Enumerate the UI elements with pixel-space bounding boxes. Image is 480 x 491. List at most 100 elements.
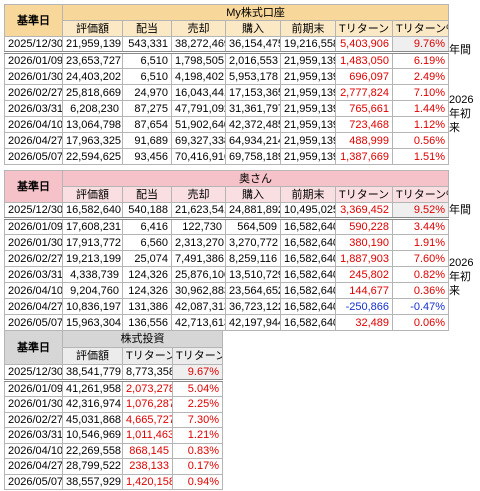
data-row: 2026/03/31 4,338,739 124,326 25,876,106 13,5… (4, 266, 450, 283)
value-cell: 13,510,729 (225, 266, 281, 283)
date-header: 基準日 (4, 4, 63, 37)
data-row: 2026/01/09 17,608,231 6,416 122,730 564,509 1… (4, 218, 450, 235)
value-cell: 1.91% (391, 234, 450, 251)
value-cell: 2,313,270 (171, 234, 226, 251)
value-cell: 8,259,116 (225, 250, 281, 267)
value-cell: 238,133 (122, 458, 173, 475)
value-cell: 124,326 (122, 266, 172, 283)
column-header: 売却 (171, 20, 226, 37)
value-cell: 16,582,640 (280, 314, 336, 331)
value-cell: 1,798,505 (171, 52, 226, 69)
data-row: 2026/04/10 9,204,760 124,326 30,962,883 23,5… (4, 282, 450, 299)
date-cell: 2026/01/30 (4, 234, 63, 251)
value-cell: 69,327,338 (171, 132, 226, 149)
annual-label: 年間 (449, 44, 471, 56)
value-cell: 7.10% (391, 84, 450, 101)
column-header: 前期末 (280, 20, 336, 37)
value-cell: 122,730 (171, 218, 226, 235)
value-cell: 23,653,727 (62, 52, 123, 69)
value-cell: 7,491,386 (171, 250, 226, 267)
value-cell: 45,031,868 (62, 411, 123, 428)
value-cell: 42,197,944 (225, 314, 281, 331)
value-cell: 24,881,892 (225, 202, 281, 220)
value-cell: 8,773,358 (122, 364, 173, 382)
value-cell: 1.44% (391, 100, 450, 117)
value-cell: 91,689 (122, 132, 172, 149)
value-cell: 6.19% (391, 52, 450, 69)
value-cell: 22,269,558 (62, 442, 123, 459)
value-cell: 6,510 (122, 68, 172, 85)
date-header: 基準日 (4, 330, 63, 365)
value-cell: 21,959,139 (280, 116, 336, 133)
date-cell: 2025/12/30 (4, 36, 63, 54)
value-cell: 51,902,640 (171, 116, 226, 133)
header-row: 基準日 奥さん (4, 170, 450, 203)
value-cell: 0.94% (172, 473, 223, 490)
value-cell: 36,154,475 (225, 36, 281, 54)
ytd-label: 年初来 (449, 271, 471, 297)
table-title: 株式投資 (62, 330, 223, 348)
date-cell: 2026/01/09 (4, 380, 63, 397)
value-cell: 5.04% (172, 380, 223, 397)
value-cell: 6,208,230 (62, 100, 123, 117)
data-row: 2026/05/07 15,963,304 136,556 42,713,613 42,… (4, 314, 450, 331)
value-cell: 4,198,402 (171, 68, 226, 85)
value-cell: 1,011,463 (122, 427, 173, 444)
date-cell: 2026/05/07 (4, 314, 63, 331)
value-cell: 0.36% (391, 282, 450, 299)
value-cell: 25,876,106 (171, 266, 226, 283)
value-cell: 0.17% (172, 458, 223, 475)
value-cell: 21,623,541 (171, 202, 226, 220)
value-cell: 10,546,969 (62, 427, 123, 444)
value-cell: 1,887,903 (335, 250, 393, 267)
table-title: My株式口座 (61, 4, 450, 21)
value-cell: 1,483,050 (335, 52, 393, 69)
value-cell: 10,836,197 (62, 298, 123, 315)
date-cell: 2026/02/27 (4, 84, 63, 101)
value-cell: 15,963,304 (62, 314, 123, 331)
value-cell: 6,416 (122, 218, 172, 235)
value-cell: 1,387,669 (335, 148, 393, 165)
value-cell: 16,582,640 (280, 234, 336, 251)
value-cell: -0.47% (391, 298, 450, 315)
value-cell: 1.12% (391, 116, 450, 133)
value-cell: 144,677 (335, 282, 393, 299)
value-cell: 38,272,469 (171, 36, 226, 54)
value-cell: 70,416,916 (171, 148, 226, 165)
data-row: 2025/12/30 16,582,640 540,188 21,623,541 24,… (4, 202, 450, 220)
data-row: 2026/04/10 13,064,798 87,654 51,902,640 42,3… (4, 116, 450, 133)
data-row: 2026/01/09 23,653,727 6,510 1,798,505 2,016,… (4, 52, 450, 69)
value-cell: 21,959,139 (280, 68, 336, 85)
value-cell: 564,509 (225, 218, 281, 235)
data-row: 2026/02/27 25,818,669 24,970 16,043,441 17,1… (4, 84, 450, 101)
date-cell: 2026/03/31 (4, 100, 63, 117)
value-cell: 6,560 (122, 234, 172, 251)
data-row: 2026/01/30 24,403,202 6,510 4,198,402 5,953,… (4, 68, 450, 85)
value-cell: 0.82% (391, 266, 450, 283)
date-cell: 2026/01/09 (4, 218, 63, 235)
value-cell: 16,582,640 (280, 250, 336, 267)
value-cell: 42,087,313 (171, 298, 226, 315)
value-cell: 1.51% (391, 148, 450, 165)
value-cell: 28,799,522 (62, 458, 123, 475)
column-header: 評価額 (62, 20, 123, 37)
value-cell: 6,510 (122, 52, 172, 69)
value-cell: 23,564,652 (225, 282, 281, 299)
date-cell: 2025/12/30 (4, 202, 63, 220)
date-cell: 2025/12/30 (4, 364, 63, 382)
value-cell: 9.76% (391, 36, 450, 54)
value-cell: 24,970 (122, 84, 172, 101)
date-cell: 2026/05/07 (4, 148, 63, 165)
ytd-label: 2026 (449, 94, 474, 106)
value-cell: 2,016,553 (225, 52, 281, 69)
annual-label: 年間 (449, 204, 471, 216)
value-cell: 69,758,189 (225, 148, 281, 165)
date-cell: 2026/04/10 (4, 116, 63, 133)
date-cell: 2026/03/31 (4, 266, 63, 283)
value-cell: 1,420,158 (122, 473, 173, 490)
data-row: 2026/05/07 22,594,625 93,456 70,416,916 69,7… (4, 148, 450, 165)
value-cell: 93,456 (122, 148, 172, 165)
date-cell: 2026/01/09 (4, 52, 63, 69)
